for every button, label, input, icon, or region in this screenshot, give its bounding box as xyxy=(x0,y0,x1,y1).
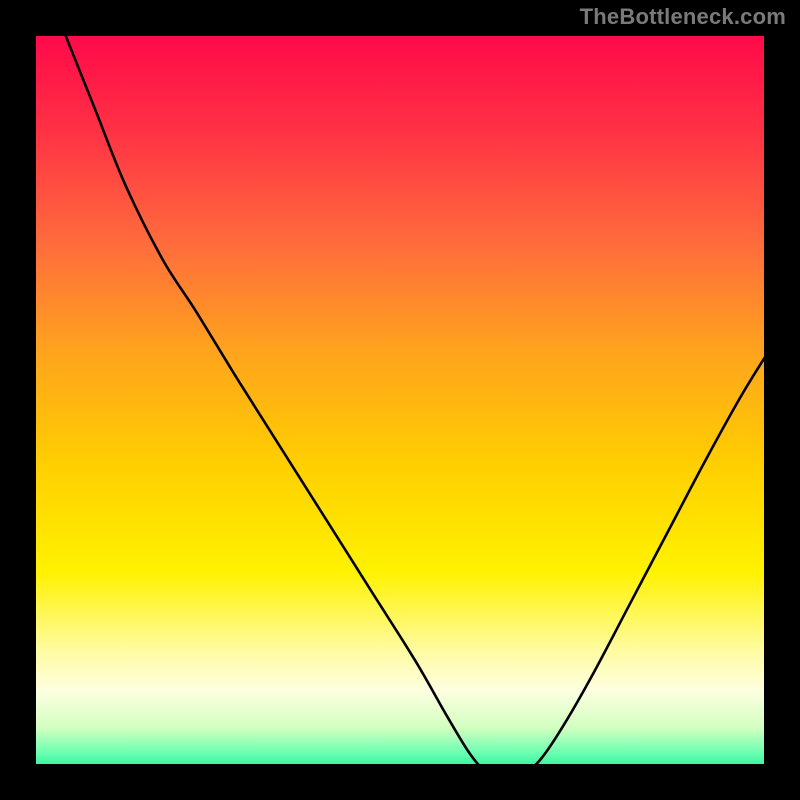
gradient-background xyxy=(36,36,780,780)
watermark-text: TheBottleneck.com xyxy=(580,4,786,30)
bottleneck-chart xyxy=(0,0,800,800)
chart-stage: { "watermark": { "text": "TheBottleneck.… xyxy=(0,0,800,800)
